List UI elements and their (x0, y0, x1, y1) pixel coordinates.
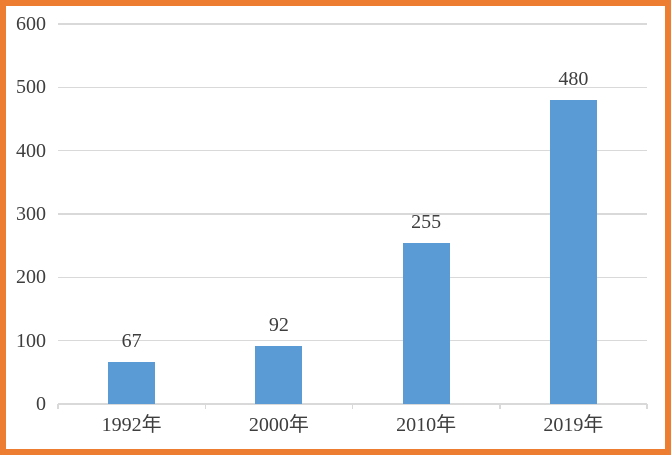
bar (402, 242, 450, 404)
x-axis-tick (499, 404, 501, 409)
x-axis-tick (57, 404, 59, 409)
gridline (58, 213, 647, 215)
x-axis-tick (351, 404, 354, 409)
bar-chart: 0 100 200 300 400 500 600 67 1992年 92 2000年 255 2010… (6, 6, 665, 449)
y-axis-tick-label: 600 (16, 13, 46, 35)
x-axis-category-label: 1992年 (101, 414, 162, 436)
x-axis-category-label: 2010年 (396, 414, 457, 436)
gridline (58, 86, 647, 89)
y-axis-tick-label: 100 (16, 329, 46, 352)
y-axis-tick-label: 200 (16, 266, 46, 289)
y-axis-tick-label: 500 (16, 76, 46, 99)
bar (255, 345, 303, 404)
bar-value-label: 255 (411, 210, 442, 233)
gridline (58, 339, 647, 342)
x-axis-tick (646, 404, 648, 409)
gridline (58, 276, 647, 279)
bar (549, 100, 597, 404)
gridline (58, 23, 647, 25)
x-axis-category-label: 2000年 (248, 414, 309, 436)
bar-value-label: 67 (121, 329, 142, 352)
y-axis-tick-label: 0 (36, 393, 46, 415)
bar-value-label: 480 (558, 68, 589, 90)
y-axis-tick-label: 400 (16, 139, 46, 162)
gridline (58, 149, 647, 152)
x-axis-tick (204, 404, 206, 409)
bar (108, 361, 156, 404)
x-axis-category-label: 2019年 (543, 414, 604, 436)
bar-value-label: 92 (268, 313, 289, 336)
y-axis-tick-label: 300 (16, 203, 46, 225)
